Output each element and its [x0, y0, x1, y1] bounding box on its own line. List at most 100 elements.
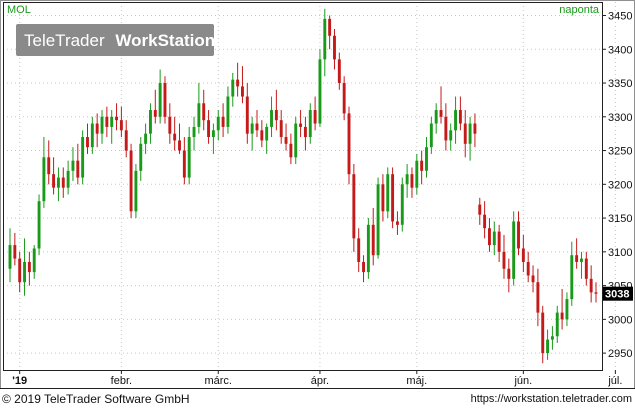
- candle: [168, 103, 172, 144]
- y-axis: 2950300030503100315032003250330033503400…: [602, 11, 632, 360]
- candle-body: [507, 268, 511, 279]
- y-tick-label: 3200: [608, 179, 632, 191]
- candle: [541, 305, 545, 364]
- watermark-brand: TeleTrader: [24, 31, 105, 50]
- candle: [584, 251, 588, 286]
- candle-body: [497, 231, 501, 252]
- y-tick-label: 3250: [608, 146, 632, 158]
- candle-body: [318, 59, 322, 124]
- y-tick-label: 3150: [608, 213, 632, 225]
- candle: [357, 228, 361, 273]
- candle: [202, 89, 206, 131]
- candle: [429, 116, 433, 154]
- candle-body: [216, 116, 220, 131]
- candle: [47, 140, 51, 185]
- candle: [265, 123, 269, 154]
- candle-body: [463, 123, 467, 144]
- candle-body: [347, 113, 351, 175]
- source-url[interactable]: https://workstation.teletrader.com: [470, 393, 632, 405]
- candle-body: [584, 258, 588, 279]
- candle-body: [23, 261, 26, 283]
- candle-body: [207, 120, 211, 138]
- candle-body: [526, 261, 530, 276]
- candle-body: [371, 224, 375, 256]
- candle-body: [415, 160, 419, 188]
- candle-body: [570, 255, 574, 300]
- candle: [507, 258, 511, 293]
- candle: [124, 120, 128, 158]
- candle-body: [410, 174, 414, 188]
- candle-body: [357, 238, 361, 262]
- candle-body: [197, 103, 201, 127]
- candle-body: [226, 96, 230, 127]
- candle-body: [173, 133, 177, 141]
- symbol-label: MOL: [7, 4, 31, 16]
- candle-body: [575, 255, 579, 262]
- candle-body: [517, 221, 520, 249]
- candle: [100, 110, 104, 144]
- candle: [531, 265, 535, 293]
- candle-body: [255, 123, 259, 131]
- candle-body: [546, 339, 550, 354]
- candle-body: [158, 83, 162, 117]
- candle-body: [429, 123, 433, 148]
- candle: [555, 305, 559, 343]
- candle-body: [328, 18, 332, 36]
- candle: [449, 123, 453, 151]
- candle-body: [531, 275, 535, 283]
- candle-body: [66, 170, 70, 188]
- candle-body: [139, 143, 143, 171]
- candle: [439, 86, 443, 124]
- candle-body: [95, 123, 99, 134]
- candle: [23, 238, 26, 296]
- y-tick-label: 3000: [608, 314, 632, 326]
- candle-body: [381, 184, 385, 212]
- candle-body: [124, 130, 128, 151]
- candle: [52, 157, 56, 195]
- candle: [454, 96, 458, 144]
- candle: [144, 123, 148, 154]
- candle: [376, 177, 380, 259]
- candle-body: [182, 150, 186, 178]
- candle-body: [71, 160, 75, 171]
- candle-body: [148, 110, 152, 134]
- last-value-badge: 3038: [603, 286, 633, 301]
- candle-body: [337, 59, 341, 84]
- candle-body: [163, 83, 167, 117]
- candle-body: [129, 150, 133, 212]
- candle: [32, 245, 36, 279]
- candle: [323, 8, 327, 77]
- candle-body: [391, 174, 395, 222]
- candle: [337, 52, 341, 90]
- candle-body: [565, 299, 569, 320]
- candle: [250, 116, 254, 151]
- candle: [129, 143, 133, 219]
- candle: [192, 116, 196, 151]
- candle: [580, 251, 583, 279]
- candle: [366, 218, 370, 279]
- candle: [517, 211, 520, 256]
- candle: [207, 110, 211, 144]
- candle-body: [439, 110, 443, 117]
- candle: [153, 89, 157, 124]
- candle: [56, 167, 60, 202]
- candle: [148, 103, 152, 144]
- candle: [342, 76, 346, 121]
- candle: [231, 72, 235, 107]
- candle-body: [76, 160, 80, 178]
- candle-body: [270, 110, 273, 127]
- candle-body: [376, 184, 380, 256]
- candle: [197, 83, 201, 134]
- candle: [458, 96, 462, 131]
- candle: [313, 96, 317, 131]
- candle-body: [13, 245, 17, 259]
- candle: [492, 221, 496, 256]
- candle: [400, 177, 404, 232]
- candle: [284, 123, 288, 151]
- candle: [526, 251, 530, 283]
- candle-body: [580, 258, 583, 262]
- y-tick-label: 3400: [608, 44, 632, 56]
- candle-body: [449, 130, 453, 141]
